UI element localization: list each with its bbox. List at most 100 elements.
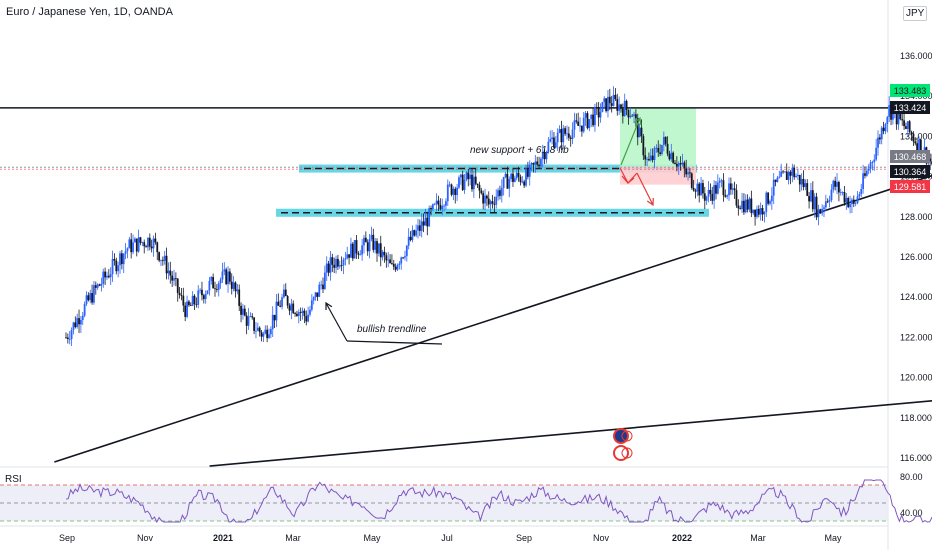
candle-body [480, 190, 483, 194]
rsi-tick-label: 80.00 [900, 472, 923, 482]
candle-body [860, 188, 863, 195]
candle-body [590, 114, 593, 120]
candle-body [400, 257, 403, 264]
candle-body [897, 111, 900, 125]
candle-body [163, 255, 166, 261]
candle-body [772, 179, 775, 196]
candle-body [260, 332, 263, 337]
candle-body [711, 193, 714, 201]
price-badge-label: 130.468 [894, 152, 927, 162]
time-axis-label: 2022 [672, 533, 692, 543]
candle-body [363, 237, 365, 246]
currency-button[interactable]: JPY [903, 6, 928, 21]
candle-body [201, 289, 203, 296]
candle-body [150, 246, 153, 249]
stack-icon [621, 447, 633, 459]
candle-body [929, 158, 932, 162]
candle-body [756, 208, 758, 217]
candle-body [899, 111, 902, 120]
candle-body [439, 204, 442, 210]
candle-body [202, 295, 205, 300]
candle-body [854, 203, 857, 204]
candle-body [94, 285, 97, 288]
candle-body [111, 259, 114, 275]
candle-body [702, 183, 704, 194]
candle-body [65, 337, 67, 339]
candle-body [918, 139, 920, 152]
candle-body [357, 253, 360, 255]
candle-body [288, 305, 291, 311]
candle-body [409, 236, 412, 241]
candle-body [346, 254, 349, 259]
candle-body [873, 159, 876, 163]
candle-body [93, 285, 95, 303]
candle-body [169, 270, 172, 276]
candle-body [210, 277, 213, 281]
candle-body [156, 242, 159, 253]
candle-body [269, 329, 272, 335]
candle-body [424, 217, 427, 226]
candle-body [811, 190, 814, 210]
candle-body [733, 188, 736, 191]
candle-body [791, 167, 794, 176]
candle-body [728, 183, 730, 196]
candle-body [888, 105, 891, 118]
rsi-indicator-label[interactable]: RSI [5, 474, 22, 485]
candle-body [502, 177, 505, 188]
candle-body [284, 289, 287, 297]
y-tick-label: 120.000 [900, 373, 932, 383]
candle-body [908, 121, 911, 132]
candle-body [519, 176, 522, 183]
candle-body [264, 329, 267, 334]
candle-body [556, 132, 559, 143]
rsi-line [65, 479, 932, 524]
rsi-tick-label: 40.00 [900, 508, 923, 518]
candle-body [916, 143, 919, 152]
candle-body [506, 173, 509, 189]
candle-body [247, 316, 250, 326]
candle-body [433, 203, 436, 205]
y-tick-label: 126.000 [900, 252, 932, 262]
candle-body [553, 137, 555, 148]
candle-body [277, 301, 280, 306]
candle-body [154, 238, 157, 243]
candle-body [458, 177, 460, 188]
candle-body [638, 127, 641, 138]
candle-body [331, 257, 334, 265]
candle-body [834, 180, 837, 187]
candle-body [472, 176, 475, 190]
candle-body [279, 305, 282, 307]
candle-body [430, 207, 432, 210]
candle-body [912, 135, 915, 142]
candle-body [431, 204, 434, 210]
candle-body [318, 284, 321, 297]
candle-body [76, 318, 79, 328]
candle-body [230, 281, 233, 289]
candle-body [387, 259, 390, 261]
candle-body [689, 172, 691, 174]
candle-body [607, 96, 609, 112]
candle-body [759, 208, 762, 215]
time-axis-label: Nov [593, 533, 610, 543]
candle-body [709, 189, 712, 194]
candle-body [70, 329, 73, 339]
candle-body [461, 174, 464, 190]
candle-body [221, 271, 224, 280]
candle-body [700, 183, 702, 196]
candle-body [664, 136, 667, 144]
candle-body [564, 128, 567, 134]
candle-body [806, 183, 809, 196]
stop-arrow-head [646, 197, 654, 207]
price-badge-label: 133.424 [894, 103, 927, 113]
candle-body [294, 313, 296, 315]
candle-body [316, 292, 319, 297]
candle-body [102, 271, 105, 284]
candle-body [303, 310, 306, 317]
candle-body [379, 243, 382, 258]
candle-body [787, 171, 790, 180]
candle-body [305, 316, 308, 322]
candle-body [826, 201, 829, 203]
candle-body [880, 127, 883, 140]
candle-body [858, 194, 861, 197]
candle-body [864, 173, 866, 176]
